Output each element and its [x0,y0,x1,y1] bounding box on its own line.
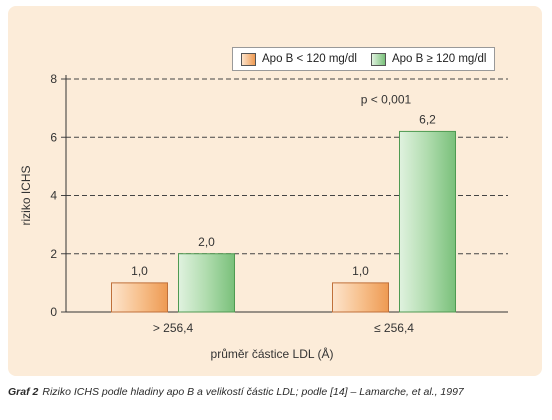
legend: Apo B < 120 mg/dl Apo B ≥ 120 mg/dl [232,47,496,71]
legend-swatch-orange [241,52,256,66]
x-tick-label: > 256,4 [153,321,194,335]
caption-lead: Graf 2 [8,386,39,398]
chart-svg: 0 2 4 6 8 riziko ICHS průměr částice LDL (Å) 1,… [19,72,508,361]
x-axis-label: průměr částice LDL (Å) [211,346,334,361]
y-tick-label: 2 [50,247,57,261]
bar-apo-b-high-1 [178,253,235,313]
y-tick-label: 6 [50,130,57,144]
y-axis-label: riziko ICHS [19,165,33,225]
labels-layer: 0 2 4 6 8 riziko ICHS průměr částice LDL (Å) 1,… [19,72,436,361]
x-tick-label: ≤ 256,4 [374,321,414,335]
caption-text: Riziko ICHS podle hladiny apo B a veliko… [42,386,464,398]
legend-item-apo-b-low: Apo B < 120 mg/dl [241,52,357,66]
bar-value-label: 2,0 [198,235,215,249]
bars-layer [111,130,456,313]
bar-apo-b-low-1 [111,282,168,313]
bar-apo-b-high-2 [399,130,456,313]
y-tick-label: 4 [50,189,57,203]
legend-swatch-green [370,52,386,66]
bar-value-label: 6,2 [419,112,436,126]
figure-caption: Graf 2 Riziko ICHS podle hladiny apo B a … [8,386,548,398]
legend-item-apo-b-high: Apo B ≥ 120 mg/dl [370,52,487,66]
legend-label-apo-b-high: Apo B ≥ 120 mg/dl [391,53,487,65]
bar-value-label: 1,0 [131,264,148,278]
bar-value-label: 1,0 [352,264,369,278]
y-tick-label: 8 [50,72,57,86]
bar-apo-b-low-2 [332,282,389,313]
y-tick-label: 0 [50,305,57,319]
p-value-annotation: p < 0,001 [361,92,412,106]
chart-panel: 0 2 4 6 8 riziko ICHS průměr částice LDL (Å) 1,… [8,6,542,376]
legend-label-apo-b-low: Apo B < 120 mg/dl [262,53,357,65]
